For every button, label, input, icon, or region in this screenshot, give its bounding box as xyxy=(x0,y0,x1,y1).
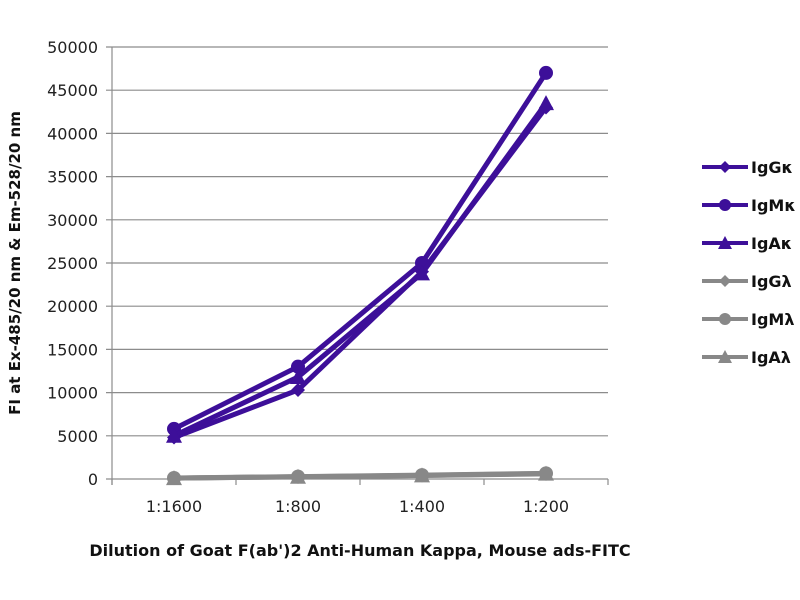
series-IgAλ xyxy=(166,465,554,486)
triangle-marker xyxy=(166,470,182,486)
legend-item: IgMλ xyxy=(702,310,794,329)
legend: IgGκ IgMκ IgAκ IgGλ IgMλ IgAλ xyxy=(702,158,796,367)
y-tick-label: 25000 xyxy=(47,254,98,273)
circle-marker xyxy=(719,199,731,211)
y-tick-labels: 0 5000 10000 15000 20000 25000 30000 35000 40000… xyxy=(47,38,98,489)
y-tick-label: 10000 xyxy=(47,384,98,403)
diamond-marker xyxy=(719,161,731,173)
y-tick-label: 45000 xyxy=(47,81,98,100)
triangle-marker xyxy=(166,427,182,443)
circle-marker xyxy=(291,359,305,374)
series-line xyxy=(173,471,547,481)
y-tick-label: 20000 xyxy=(47,297,98,316)
triangle-marker xyxy=(718,350,732,363)
x-tick-label: 1:800 xyxy=(275,497,321,516)
y-tick-label: 5000 xyxy=(57,427,98,446)
circle-marker xyxy=(719,313,731,325)
diamond-marker xyxy=(291,383,305,398)
triangle-marker xyxy=(414,467,430,483)
series-line xyxy=(172,101,549,439)
y-tick-label: 15000 xyxy=(47,340,98,359)
triangle-marker xyxy=(414,265,430,281)
legend-item: IgAλ xyxy=(702,348,791,367)
legend-label: IgMλ xyxy=(751,310,794,329)
y-tick-label: 0 xyxy=(88,470,98,489)
x-axis-label: Dilution of Goat F(ab')2 Anti-Human Kapp… xyxy=(89,541,630,560)
y-tick-label: 40000 xyxy=(47,124,98,143)
triangle-marker xyxy=(718,236,732,249)
gridlines xyxy=(106,46,608,480)
triangle-marker xyxy=(290,468,306,484)
legend-item: IgGκ xyxy=(702,158,793,177)
triangle-marker xyxy=(290,369,306,385)
legend-label: IgGκ xyxy=(751,158,793,177)
series-line xyxy=(172,71,549,432)
legend-label: IgAλ xyxy=(751,348,791,367)
y-tick-label: 35000 xyxy=(47,168,98,187)
legend-item: IgGλ xyxy=(702,272,792,291)
series-lines xyxy=(166,65,554,486)
series-IgMκ xyxy=(167,65,553,436)
y-tick-label: 30000 xyxy=(47,211,98,230)
triangle-marker xyxy=(538,95,554,111)
legend-item: IgAκ xyxy=(702,234,792,253)
legend-item: IgMκ xyxy=(702,196,796,215)
x-tick-label: 1:400 xyxy=(399,497,445,516)
x-tick-label: 1:1600 xyxy=(146,497,202,516)
axes xyxy=(111,47,609,485)
diamond-marker xyxy=(719,275,731,287)
legend-label: IgAκ xyxy=(751,234,792,253)
circle-marker xyxy=(539,65,553,80)
triangle-marker xyxy=(538,465,554,481)
y-tick-label: 50000 xyxy=(47,38,98,57)
legend-label: IgGλ xyxy=(751,272,792,291)
legend-label: IgMκ xyxy=(751,196,796,215)
x-tick-label: 1:200 xyxy=(523,497,569,516)
x-tick-labels: 1:1600 1:800 1:400 1:200 xyxy=(146,497,569,516)
series-IgAκ xyxy=(166,95,554,443)
y-axis-label: FI at Ex-485/20 nm & Em-528/20 nm xyxy=(6,111,24,415)
